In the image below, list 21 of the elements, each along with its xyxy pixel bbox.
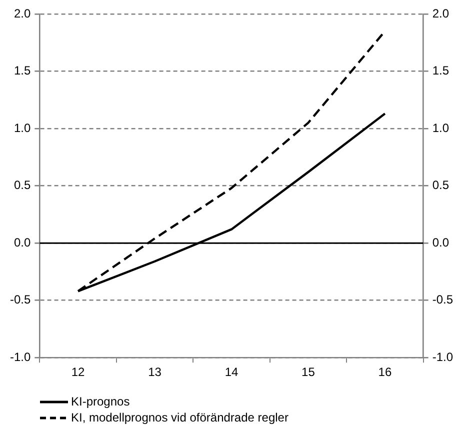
y-tick-label: 0.5 [14,178,31,192]
y-tick-label: 0.0 [14,235,31,250]
x-tick-label: 15 [302,365,316,380]
y-tick-label: -0.5 [10,292,31,307]
y2-tick-label: -0.5 [432,292,454,307]
y-tick-label: 1.5 [14,64,31,78]
y-tick-label: 2.0 [14,6,31,20]
y2-tick-label: 1.5 [432,64,450,78]
y2-tick-label: 2.0 [432,6,450,20]
legend-label: KI-prognos [71,394,130,408]
legend-label: KI, modellprognos vid oförändrade regler [71,410,288,424]
y-tick-label: -1.0 [10,350,31,364]
x-tick-label: 12 [71,365,86,380]
y2-tick-label: -1.0 [432,350,454,364]
x-tick-label: 14 [224,365,238,380]
x-tick-label: 13 [148,365,162,380]
y2-tick-label: 0.5 [432,178,450,192]
x-tick-label: 16 [378,365,392,380]
y2-tick-label: 0.0 [432,235,450,250]
y-tick-label: 1.0 [14,120,31,135]
y2-tick-label: 1.0 [432,120,450,135]
